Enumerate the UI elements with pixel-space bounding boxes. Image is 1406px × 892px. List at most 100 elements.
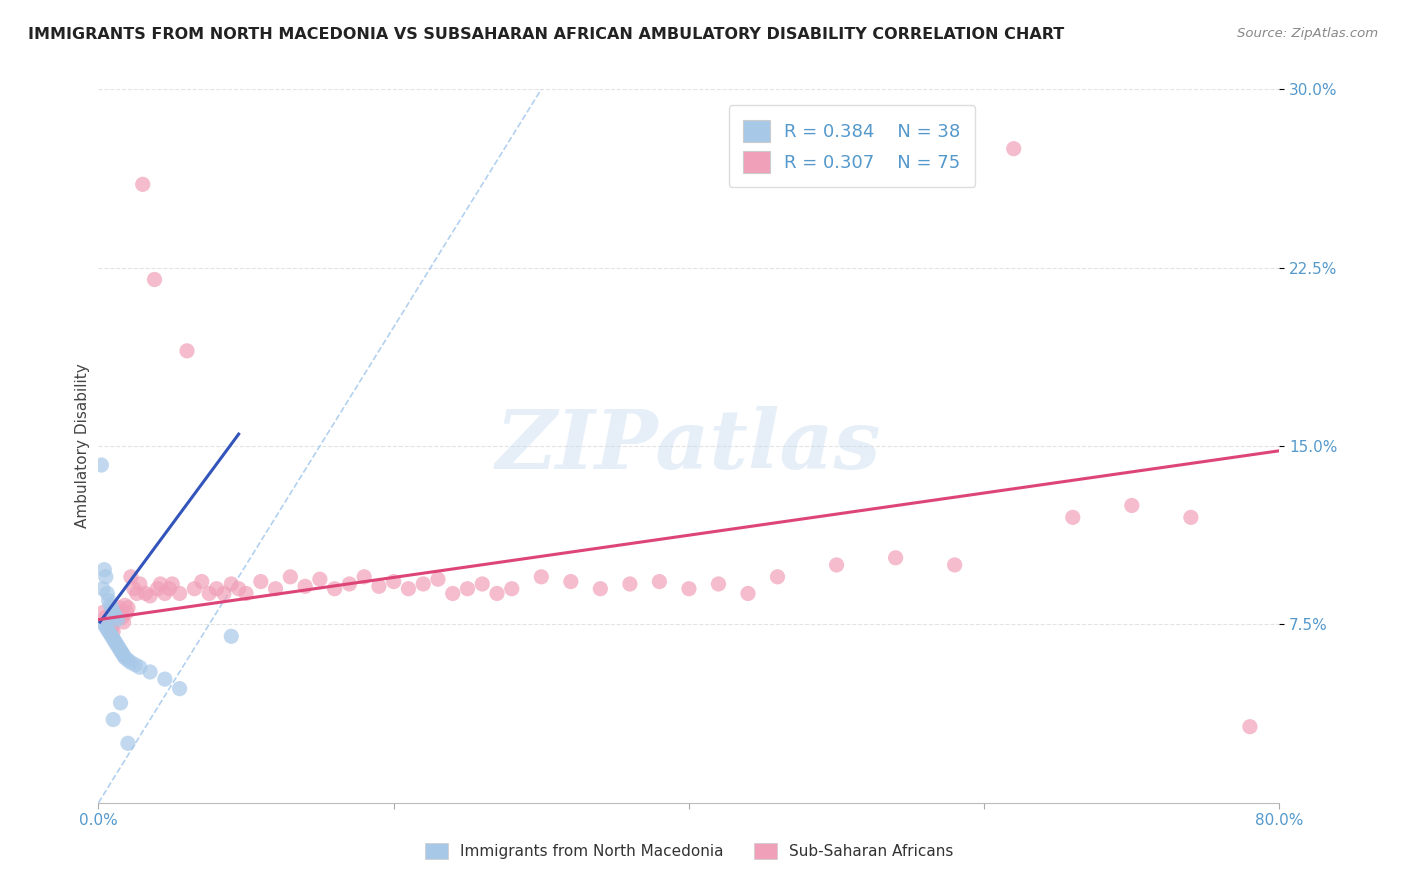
Point [766, 570, 789, 584]
Point [146, 582, 169, 596]
Point [368, 579, 391, 593]
Point [97, 617, 120, 632]
Point [471, 577, 494, 591]
Point [108, 641, 131, 656]
Point [117, 736, 139, 750]
Point [93, 617, 115, 632]
Point [107, 613, 129, 627]
Text: IMMIGRANTS FROM NORTH MACEDONIA VS SUBSAHARAN AFRICAN AMBULATORY DISABILITY CORR: IMMIGRANTS FROM NORTH MACEDONIA VS SUBSA… [28, 27, 1064, 42]
Point [294, 579, 316, 593]
Point [337, 577, 360, 591]
Point [153, 672, 176, 686]
Point [105, 610, 128, 624]
Point [235, 586, 257, 600]
Point [1121, 499, 1143, 513]
Point [105, 636, 128, 650]
Point [114, 599, 136, 613]
Point [93, 563, 115, 577]
Point [128, 660, 150, 674]
Text: Source: ZipAtlas.com: Source: ZipAtlas.com [1237, 27, 1378, 40]
Point [110, 696, 132, 710]
Point [707, 577, 730, 591]
Point [107, 610, 129, 624]
Point [205, 582, 228, 596]
Point [353, 570, 375, 584]
Point [98, 627, 121, 641]
Point [110, 643, 132, 657]
Point [98, 620, 121, 634]
Point [825, 558, 848, 572]
Point [91, 606, 114, 620]
Text: ZIPatlas: ZIPatlas [496, 406, 882, 486]
Point [117, 600, 139, 615]
Point [486, 586, 509, 600]
Point [120, 656, 142, 670]
Point [501, 582, 523, 596]
Point [114, 650, 136, 665]
Point [412, 577, 434, 591]
Point [169, 681, 191, 696]
Point [323, 582, 346, 596]
Point [90, 458, 112, 472]
Point [108, 600, 131, 615]
Point [120, 570, 142, 584]
Point [149, 577, 172, 591]
Point [560, 574, 582, 589]
Point [115, 606, 138, 620]
Point [98, 599, 121, 613]
Point [97, 624, 120, 639]
Point [104, 607, 127, 622]
Point [1180, 510, 1202, 524]
Point [278, 570, 302, 584]
Point [382, 574, 405, 589]
Point [132, 178, 155, 192]
Point [100, 622, 122, 636]
Point [1239, 720, 1261, 734]
Point [103, 713, 125, 727]
Point [100, 629, 122, 643]
Point [153, 586, 176, 600]
Point [111, 610, 134, 624]
Point [110, 606, 132, 620]
Point [943, 558, 966, 572]
Legend: Immigrants from North Macedonia, Sub-Saharan Africans: Immigrants from North Macedonia, Sub-Sah… [418, 835, 960, 866]
Point [100, 600, 122, 615]
Point [96, 615, 118, 629]
Point [94, 610, 117, 624]
Point [125, 586, 148, 600]
Point [309, 572, 332, 586]
Point [124, 657, 146, 672]
Point [139, 589, 162, 603]
Point [176, 343, 198, 358]
Point [96, 622, 118, 636]
Point [250, 574, 273, 589]
Point [162, 577, 183, 591]
Point [191, 574, 214, 589]
Point [737, 586, 759, 600]
Point [678, 582, 700, 596]
Point [619, 577, 641, 591]
Point [219, 577, 242, 591]
Point [103, 606, 125, 620]
Point [1002, 142, 1025, 156]
Point [139, 665, 162, 679]
Point [183, 582, 205, 596]
Point [94, 570, 117, 584]
Point [157, 582, 180, 596]
Y-axis label: Ambulatory Disability: Ambulatory Disability [75, 364, 90, 528]
Point [456, 582, 478, 596]
Point [105, 607, 128, 622]
Point [122, 582, 145, 596]
Point [212, 586, 235, 600]
Point [396, 582, 419, 596]
Point [96, 586, 118, 600]
Point [169, 586, 191, 600]
Point [97, 593, 120, 607]
Point [1062, 510, 1084, 524]
Point [94, 620, 117, 634]
Point [104, 634, 127, 648]
Point [103, 624, 125, 639]
Point [117, 653, 139, 667]
Point [441, 586, 464, 600]
Point [198, 586, 221, 600]
